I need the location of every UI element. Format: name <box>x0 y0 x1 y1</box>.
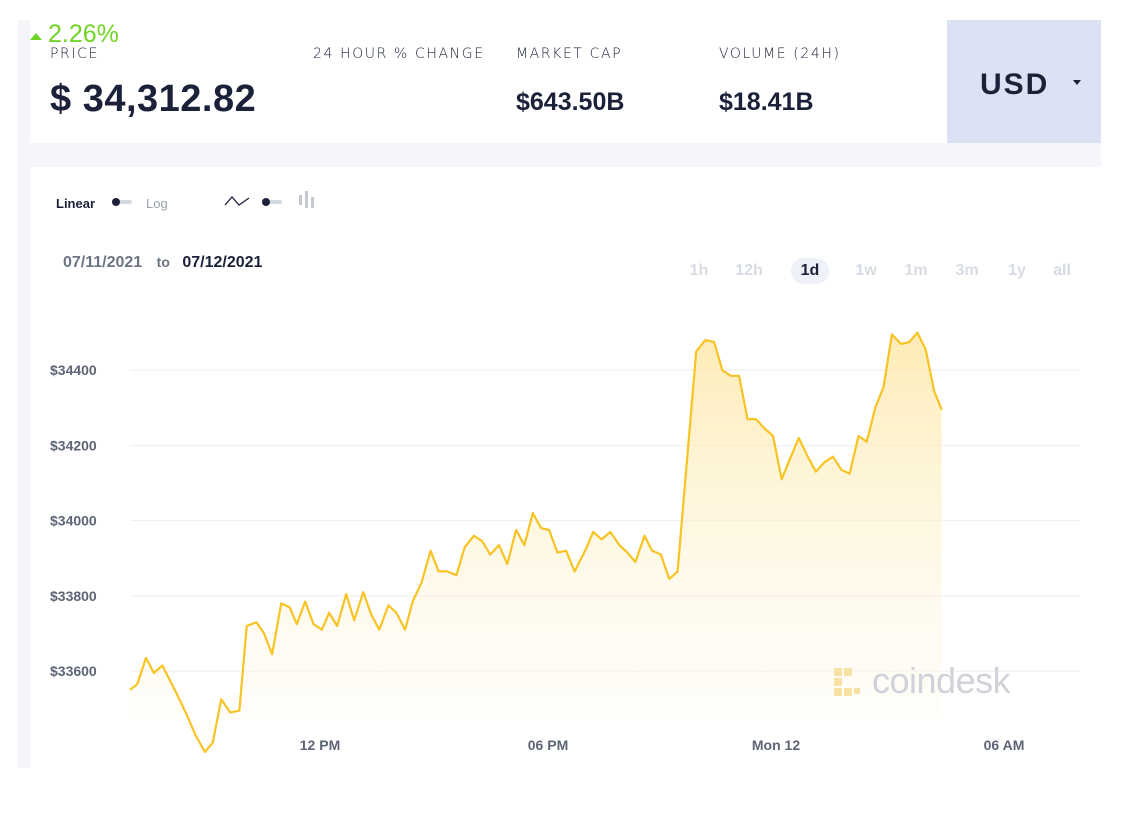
chart-panel-border <box>18 20 30 768</box>
x-axis: 12 PM 06 PM Mon 12 06 AM <box>300 737 1025 753</box>
y-tick-label: $33600 <box>50 663 97 679</box>
section-divider <box>30 143 1101 167</box>
scale-log-label[interactable]: Log <box>146 196 168 211</box>
price-chart[interactable]: $33600 $33800 $34000 $34200 $34400 12 PM 06 P… <box>30 300 1090 770</box>
chart-type-toggle[interactable] <box>262 198 284 206</box>
change-stat: 24 HOUR % CHANGE 2.26% <box>30 20 483 62</box>
scale-linear-label[interactable]: Linear <box>56 196 96 211</box>
change-label: 24 HOUR % CHANGE <box>313 46 485 62</box>
y-tick-label: $33800 <box>50 588 97 604</box>
range-tab-1d[interactable]: 1d <box>791 258 829 284</box>
market-cap-value: $643.50B <box>516 88 625 116</box>
y-tick-label: $34200 <box>50 437 97 453</box>
toggle-track <box>266 200 282 204</box>
scale-toggle[interactable] <box>112 198 134 206</box>
arrow-up-icon <box>30 33 42 40</box>
range-tab-1y[interactable]: 1y <box>1008 262 1026 279</box>
date-to[interactable]: 07/12/2021 <box>182 254 263 271</box>
coindesk-watermark: coindesk <box>832 660 1011 702</box>
market-cap-label: MARKET CAP <box>516 46 623 62</box>
candlestick-icon[interactable] <box>298 191 316 209</box>
volume-label: VOLUME (24H) <box>719 46 841 62</box>
volume-value: $18.41B <box>719 88 814 116</box>
date-range: 07/11/2021 to 07/12/2021 <box>63 254 262 272</box>
range-tab-all[interactable]: all <box>1053 262 1071 279</box>
price-area <box>130 332 942 752</box>
toggle-track <box>116 200 132 204</box>
coindesk-logo-icon <box>834 668 860 696</box>
currency-selected: USD <box>980 68 1050 101</box>
range-tab-1w[interactable]: 1w <box>855 262 877 279</box>
caret-down-icon <box>1073 80 1081 85</box>
watermark-text: coindesk <box>872 660 1011 701</box>
y-tick-label: $34000 <box>50 513 97 529</box>
price-line <box>129 331 943 754</box>
range-tab-12h[interactable]: 12h <box>735 262 763 279</box>
range-tab-1h[interactable]: 1h <box>689 262 709 279</box>
currency-dropdown[interactable]: USD <box>947 20 1101 143</box>
x-tick-label: 06 PM <box>528 737 568 753</box>
toggle-knob <box>112 198 120 206</box>
x-tick-label: 12 PM <box>300 737 340 753</box>
toggle-knob <box>262 198 270 206</box>
change-value: 2.26% <box>48 20 119 48</box>
stats-header: PRICE $ 34,312.82 24 HOUR % CHANGE 2.26%… <box>30 20 947 143</box>
line-chart-icon[interactable] <box>224 194 250 208</box>
y-tick-label: $34400 <box>50 362 97 378</box>
range-tab-3m[interactable]: 3m <box>955 262 979 279</box>
price-label: PRICE <box>50 46 99 62</box>
change-value-row: 2.26% <box>30 20 119 49</box>
range-tab-1m[interactable]: 1m <box>904 262 928 279</box>
x-tick-label: 06 AM <box>984 737 1025 753</box>
y-axis: $33600 $33800 $34000 $34200 $34400 <box>50 362 97 679</box>
date-from[interactable]: 07/11/2021 <box>63 254 143 271</box>
price-value: $ 34,312.82 <box>50 78 257 120</box>
x-tick-label: Mon 12 <box>752 737 800 753</box>
date-to-word: to <box>156 254 170 270</box>
